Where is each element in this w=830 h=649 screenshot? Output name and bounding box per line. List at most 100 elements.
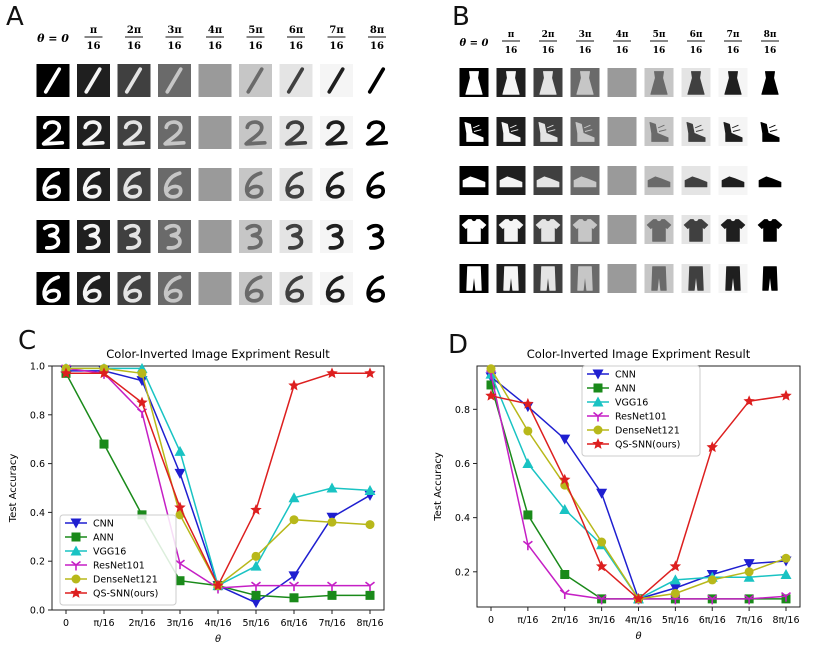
chart-d-data-point xyxy=(780,569,792,580)
fashion-item xyxy=(651,266,667,291)
chart-c-data-point xyxy=(365,520,375,530)
chart-d-data-point xyxy=(707,594,718,605)
chart-c-y-tick-label: 1.0 xyxy=(30,362,45,373)
mnist-theta-header-4-numerator: 4π xyxy=(208,25,222,36)
fashion-theta-header-5-numerator: 5π xyxy=(653,30,666,40)
fashion-theta-header-7-numerator: 7π xyxy=(727,30,740,40)
chart-d-data-point xyxy=(560,570,570,580)
chart-c-legend-label: CNN xyxy=(93,519,114,530)
chart-c-legend-marker xyxy=(70,518,82,529)
mnist-tile xyxy=(36,116,70,149)
chart-d-legend-label: CNN xyxy=(615,370,636,381)
fashion-tile xyxy=(607,264,637,293)
fashion-item xyxy=(575,121,595,142)
chart-c-legend xyxy=(59,514,177,606)
fashion-item xyxy=(538,121,558,142)
chart-d-x-axis-label: θ xyxy=(635,631,641,642)
chart-d-data-point xyxy=(781,592,791,602)
chart-d-data-point xyxy=(743,571,755,582)
mnist-glyph xyxy=(164,223,182,250)
chart-c-data-point xyxy=(326,367,338,379)
mnist-tile xyxy=(360,272,394,305)
mnist-tile xyxy=(117,220,151,253)
mnist-glyph xyxy=(83,223,101,250)
fashion-item xyxy=(577,266,593,291)
fashion-theta-header-7-denominator: 16 xyxy=(727,46,740,56)
chart-c-data-point xyxy=(288,492,300,503)
fashion-item xyxy=(573,176,597,188)
mnist-tile xyxy=(239,116,272,149)
chart-d-y-tick-label: 0.4 xyxy=(455,513,470,524)
mnist-tile-background xyxy=(198,220,232,253)
chart-c-data-point xyxy=(327,517,337,527)
chart-c-legend-marker xyxy=(71,574,81,584)
fashion-tile xyxy=(496,68,526,97)
chart-d-data-point xyxy=(522,540,533,551)
chart-c-data-point xyxy=(365,590,375,600)
fashion-theta-header-8-denominator: 16 xyxy=(764,46,777,56)
mnist-tile xyxy=(360,116,394,149)
mnist-theta-header-2-numerator: 2π xyxy=(127,25,141,36)
fashion-tile-background xyxy=(607,215,637,244)
panel-label-d: D xyxy=(448,330,469,360)
fashion-tile xyxy=(533,68,563,97)
mnist-tile xyxy=(158,220,191,253)
mnist-theta-header-5-denominator: 16 xyxy=(249,41,263,52)
chart-d-data-point xyxy=(743,559,755,570)
chart-c-data-point xyxy=(174,468,186,479)
mnist-tile xyxy=(279,168,313,201)
mnist-glyph xyxy=(84,67,102,94)
mnist-tile xyxy=(360,168,394,201)
mnist-tile xyxy=(279,64,313,97)
chart-c-data-point xyxy=(365,581,375,592)
mnist-tile xyxy=(77,64,110,97)
chart-c-y-tick-label: 0.6 xyxy=(30,459,45,470)
mnist-tile xyxy=(117,116,151,149)
chart-c-legend-label: DenseNet121 xyxy=(93,575,158,586)
fashion-tile xyxy=(533,166,563,195)
chart-c-legend-marker xyxy=(71,532,81,542)
fashion-item xyxy=(649,121,669,142)
chart-d-data-point xyxy=(522,457,534,468)
fashion-tile xyxy=(459,264,489,293)
fashion-item xyxy=(688,266,704,291)
mnist-tile xyxy=(198,116,232,149)
mnist-tile xyxy=(158,116,191,149)
mnist-tile xyxy=(239,272,272,305)
mnist-tile xyxy=(279,272,313,305)
fashion-tile xyxy=(533,264,563,293)
mnist-tile xyxy=(158,168,191,201)
fashion-theta-header-2-numerator: 2π xyxy=(542,30,555,40)
fashion-item xyxy=(684,176,708,188)
chart-d-data-point xyxy=(559,589,570,599)
mnist-theta-header-3-denominator: 16 xyxy=(168,41,182,52)
mnist-theta-header-7-denominator: 16 xyxy=(330,41,344,52)
mnist-theta-header-1-denominator: 16 xyxy=(87,41,101,52)
chart-c-data-point xyxy=(327,581,337,592)
fashion-theta-header-1-numerator: π xyxy=(508,30,515,40)
chart-c-legend-marker xyxy=(70,587,82,598)
chart-c-legend-label: ANN xyxy=(93,533,114,544)
fashion-theta-header-8-numerator: 8π xyxy=(764,30,777,40)
chart-d-data-point xyxy=(744,567,754,577)
fashion-item xyxy=(647,176,671,188)
chart-d-x-tick-label: 4π/16 xyxy=(625,615,652,626)
mnist-glyph xyxy=(165,67,183,94)
chart-d-data-point xyxy=(486,380,496,390)
chart-d-legend-label: QS-SNN(ours) xyxy=(615,440,680,451)
chart-d-y-tick-label: 0.6 xyxy=(455,459,470,470)
fashion-tile xyxy=(755,68,785,97)
mnist-theta-header-0: θ = 0 xyxy=(37,32,69,45)
fashion-theta-header-4-denominator: 16 xyxy=(616,46,629,56)
mnist-tile xyxy=(117,168,151,201)
fashion-item xyxy=(724,71,742,95)
chart-d-legend-label: DenseNet121 xyxy=(615,426,680,437)
mnist-tile xyxy=(77,220,110,253)
fashion-tile xyxy=(570,166,600,195)
fashion-tile xyxy=(718,264,748,293)
chart-c-data-point xyxy=(250,503,262,515)
fashion-theta-header-2-denominator: 16 xyxy=(542,46,555,56)
chart-c-data-point xyxy=(136,396,148,408)
chart-d-x-tick-label: 6π/16 xyxy=(699,615,726,626)
fashion-item xyxy=(757,219,783,242)
